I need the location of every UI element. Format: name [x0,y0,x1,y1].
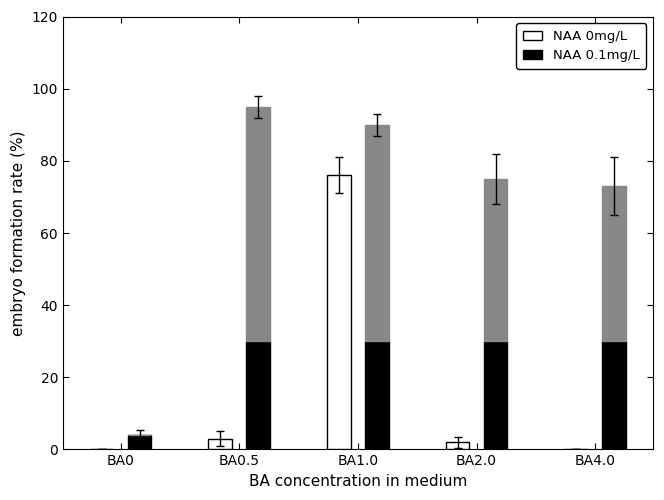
Bar [365,342,388,450]
Bar [602,186,626,342]
X-axis label: BA concentration in medium: BA concentration in medium [249,474,467,489]
Bar [446,442,469,450]
Legend: NAA 0mg/L, NAA 0.1mg/L: NAA 0mg/L, NAA 0.1mg/L [516,23,646,69]
Bar [365,125,388,342]
Bar [483,179,507,342]
Bar [127,435,151,450]
Bar [483,342,507,450]
Bar [246,107,270,342]
Bar [246,342,270,450]
Bar [602,342,626,450]
Bar [208,438,232,450]
Y-axis label: embryo formation rate (%): embryo formation rate (%) [11,130,26,336]
Bar [327,176,351,450]
